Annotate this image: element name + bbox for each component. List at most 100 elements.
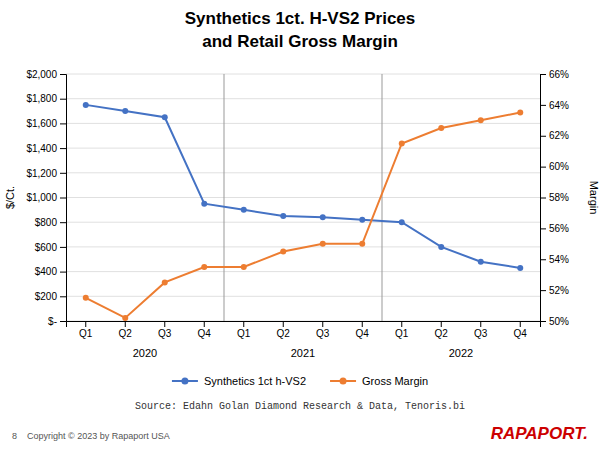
grid-line [66,271,540,272]
y2-axis-line [541,75,547,322]
x-tick-line [401,321,402,327]
y-tick-line [60,173,66,174]
series-layer [83,102,524,321]
y2-tick: 50% [540,316,569,327]
series-point [517,265,523,271]
x-tick-label: Q4 [198,328,212,339]
grid-line [66,172,540,173]
x-tick: Q3 [474,321,488,339]
series-point [517,110,523,116]
y2-tick: 60% [540,161,569,172]
y-tick-label: $2,000 [26,69,57,80]
x-tick: Q4 [198,321,212,339]
series-point [83,102,89,108]
y2-axis-title: Margin [588,181,600,215]
y2-tick-line [540,74,546,75]
y-tick-line [60,123,66,124]
series-point [122,108,128,114]
x-tick-label: Q2 [119,328,133,339]
y2-tick-label: 54% [549,254,569,265]
x-axis: Q1Q2Q3Q4Q1Q2Q3Q4Q1Q2Q3Q4 [67,321,541,339]
legend-label: Synthetics 1ct h-VS2 [204,375,306,387]
series-point [359,241,365,247]
x-tick: Q2 [119,321,133,339]
y2-tick: 62% [540,130,569,141]
series-point [280,213,286,219]
series-point [122,315,128,321]
x-tick: Q3 [316,321,330,339]
x-group-label: 2020 [133,347,157,359]
x-tick-line [441,321,442,327]
series-point [162,114,168,120]
plot-area: Q1Q2Q3Q4Q1Q2Q3Q4Q1Q2Q3Q4$-$200$400$600$8… [26,69,569,359]
x-tick-line [520,321,521,327]
y2-tick-line [540,290,546,291]
y-tick-line [60,222,66,223]
x-tick-label: Q3 [158,328,172,339]
y2-tick-line [540,321,546,322]
group-separator [224,74,225,321]
y2-tick: 66% [540,69,569,80]
y2-tick: 64% [540,100,569,111]
y2-tick-line [540,228,546,229]
chart: Synthetics 1ct. H-VS2 Pricesand Retail G… [0,0,600,451]
series-point [438,125,444,131]
y-tick-line [60,321,66,322]
series-point [83,295,89,301]
footer-right: RAPAPORT. [491,424,588,443]
x-tick-line [125,321,126,327]
series-point [359,217,365,223]
y-tick: $1,600 [26,118,66,129]
y-tick-line [60,148,66,149]
series-point [478,259,484,265]
series-line [86,105,521,268]
x-tick-line [164,321,165,327]
y-tick: $1,800 [26,93,66,104]
y-tick-label: $200 [35,291,58,302]
x-tick-line [204,321,205,327]
y-tick: $- [48,316,66,327]
y-tick: $1,200 [26,168,66,179]
x-tick-line [85,321,86,327]
legend: Synthetics 1ct h-VS2 Gross Margin [172,375,428,387]
y-tick-label: $1,800 [26,93,57,104]
y2-axis: 50%52%54%56%58%60%62%64%66% [540,69,569,327]
series-point [201,201,207,207]
y-tick-line [60,99,66,100]
x-group-label: 2022 [449,347,473,359]
series-point [280,249,286,255]
y-tick-label: $400 [35,266,58,277]
x-axis-line [67,322,541,328]
grid-line [66,74,540,75]
y-axis-line [60,75,67,322]
y2-tick: 54% [540,254,569,265]
series-point [399,140,405,146]
x-tick: Q4 [514,321,528,339]
series-line [86,113,521,318]
y2-tick-label: 60% [549,161,569,172]
footer-left: 8 Copyright © 2023 by Rapaport USA [12,431,170,441]
y-tick: $200 [35,291,66,302]
legend-label: Gross Margin [362,375,428,387]
y-tick: $1,400 [26,143,66,154]
group-separator [382,74,383,321]
y2-tick-label: 64% [549,100,569,111]
y-tick-label: $600 [35,242,58,253]
x-tick-label: Q4 [514,328,528,339]
y-tick-label: $800 [35,217,58,228]
x-tick-label: Q1 [395,328,409,339]
series-point [241,207,247,213]
x-tick-line [362,321,363,327]
series-point [201,264,207,270]
y-tick-line [60,74,66,75]
x-tick: Q2 [435,321,449,339]
series-point [320,214,326,220]
y2-tick: 52% [540,285,569,296]
series-point [241,264,247,270]
y-tick: $800 [35,217,66,228]
x-tick-label: Q3 [316,328,330,339]
x-tick-line [283,321,284,327]
y2-tick-line [540,167,546,168]
y-tick: $600 [35,242,66,253]
x-tick-label: Q2 [277,328,291,339]
